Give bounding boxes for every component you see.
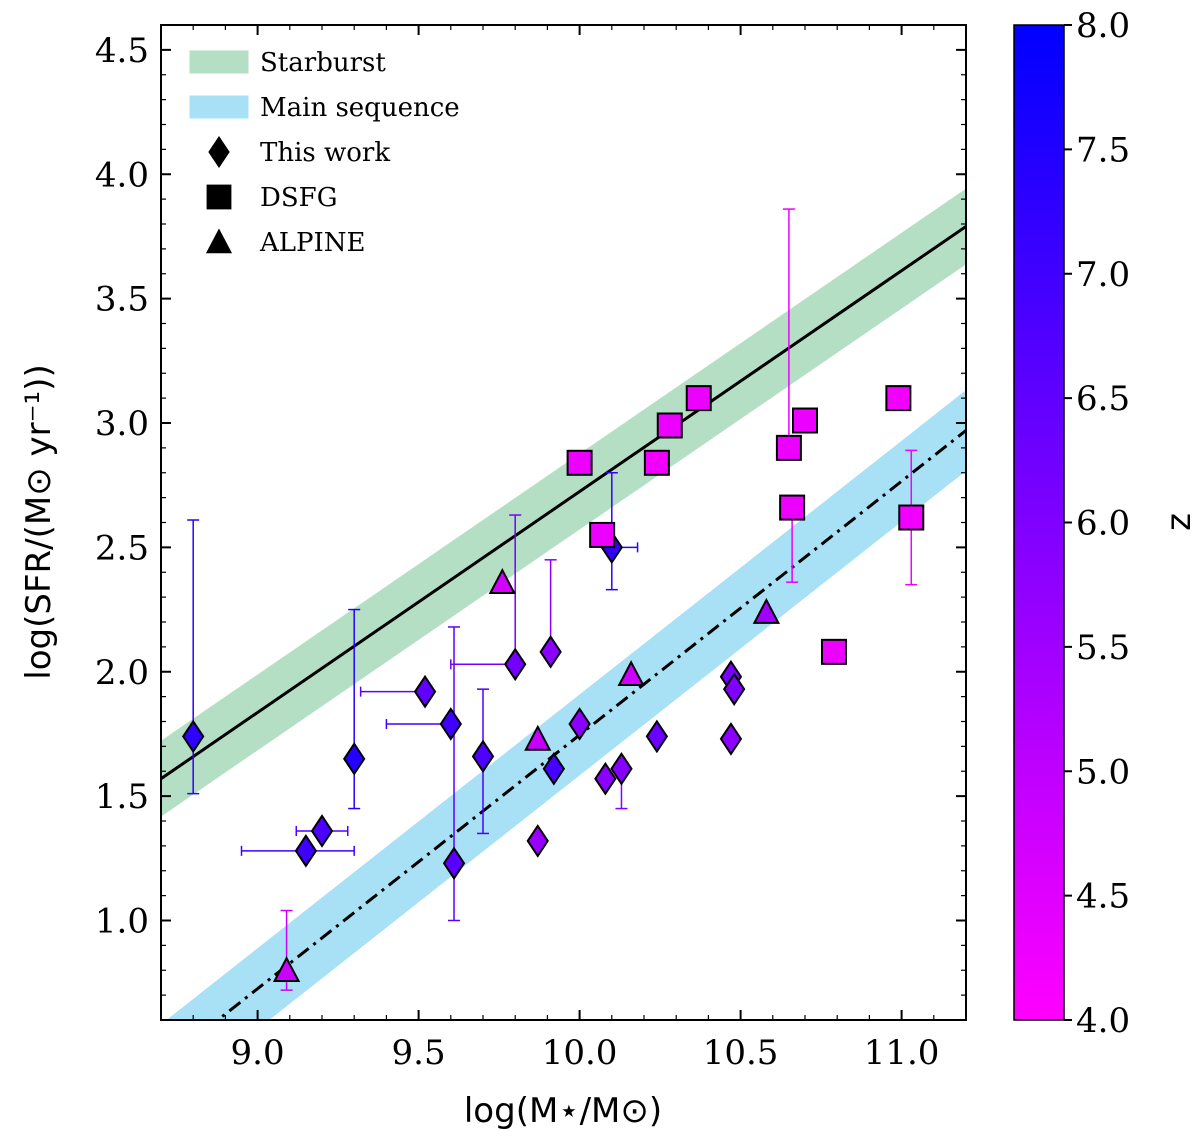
x-tick-label: 10.5 bbox=[703, 1033, 779, 1073]
y-axis-label: log(SFR/(M⊙ yr⁻¹)) bbox=[19, 364, 59, 679]
this-work-point bbox=[568, 707, 591, 741]
this-work-point bbox=[439, 707, 463, 741]
dsfg-point bbox=[775, 434, 802, 461]
alpine-point bbox=[272, 956, 301, 983]
y-tick-label: 3.5 bbox=[95, 280, 149, 320]
colorbar-tick-label: 7.5 bbox=[1076, 130, 1130, 170]
alpine-point bbox=[617, 660, 645, 687]
dsfg-point bbox=[589, 521, 616, 548]
fit-lines bbox=[161, 225, 966, 1020]
dsfg-point bbox=[685, 385, 712, 412]
legend-label-this-work: This work bbox=[260, 138, 390, 168]
this-work-point bbox=[594, 761, 617, 796]
y-tick-label: 2.5 bbox=[95, 528, 149, 568]
x-tick-label: 9.0 bbox=[231, 1033, 285, 1073]
x-axis-label: log(M⋆/M⊙) bbox=[464, 1091, 662, 1131]
dsfg-point bbox=[656, 412, 683, 439]
this-work-point bbox=[542, 751, 566, 786]
dsfg-point bbox=[779, 494, 806, 521]
y-tick-label: 3.0 bbox=[95, 404, 149, 444]
legend-marker-dsfg bbox=[206, 184, 232, 210]
fit-line-main-sequence bbox=[215, 429, 966, 1020]
colorbar-tick-label: 6.5 bbox=[1076, 379, 1130, 419]
colorbar: 4.0 4.5 5.0 5.5 6.0 6.5 7.0 7.5 8.0 z bbox=[1013, 6, 1199, 1041]
colorbar-tick-label: 5.5 bbox=[1076, 628, 1130, 668]
this-work-point bbox=[526, 824, 549, 858]
this-work-point bbox=[503, 647, 527, 682]
band-main-sequence bbox=[166, 390, 966, 1020]
dsfg-point bbox=[898, 504, 925, 531]
y-tick-label: 1.5 bbox=[95, 777, 149, 817]
legend-label-dsfg: DSFG bbox=[260, 183, 337, 213]
this-work-point bbox=[342, 742, 366, 776]
dsfg-point bbox=[792, 407, 818, 434]
legend: Starburst Main sequence This work DSFG ALPIN… bbox=[189, 48, 460, 258]
y-tick-label: 2.0 bbox=[95, 653, 149, 693]
dsfg-point bbox=[820, 638, 847, 665]
y-axis-ticks: 1.0 1.5 2.0 2.5 3.0 3.5 4.0 4.5 bbox=[95, 24, 966, 1021]
dsfg-point bbox=[643, 449, 670, 476]
colorbar-tick-label: 7.0 bbox=[1076, 255, 1130, 295]
y-tick-label: 4.5 bbox=[95, 31, 149, 71]
x-tick-label: 11.0 bbox=[864, 1033, 940, 1073]
legend-swatch-starburst bbox=[189, 50, 249, 74]
colorbar-tick-label: 4.5 bbox=[1076, 877, 1130, 917]
colorbar-tick-label: 8.0 bbox=[1076, 6, 1130, 46]
alpine-point bbox=[524, 724, 552, 751]
this-work-point bbox=[645, 719, 669, 754]
dsfg-point bbox=[885, 385, 912, 412]
legend-label-alpine: ALPINE bbox=[259, 228, 366, 258]
legend-label-main-sequence: Main sequence bbox=[260, 93, 460, 123]
this-work-point bbox=[442, 846, 466, 881]
colorbar-tick-label: 6.0 bbox=[1076, 504, 1130, 544]
this-work-point bbox=[722, 672, 746, 706]
this-work-point bbox=[719, 722, 743, 756]
this-work-point bbox=[539, 635, 562, 669]
colorbar-ticks: 4.0 4.5 5.0 5.5 6.0 6.5 7.0 7.5 8.0 bbox=[1064, 6, 1130, 1041]
y-tick-label: 1.0 bbox=[95, 902, 149, 942]
legend-marker-alpine bbox=[205, 228, 233, 254]
this-work-point bbox=[610, 751, 633, 786]
fit-line-starburst bbox=[161, 225, 966, 780]
colorbar-tick-label: 4.0 bbox=[1076, 1001, 1130, 1041]
legend-swatch-main-sequence bbox=[189, 95, 249, 119]
data-markers bbox=[181, 385, 925, 983]
x-tick-label: 10.0 bbox=[542, 1033, 618, 1073]
dsfg-point bbox=[566, 449, 593, 476]
legend-label-starburst: Starburst bbox=[260, 48, 386, 78]
this-work-point bbox=[181, 719, 205, 754]
colorbar-label: z bbox=[1159, 513, 1199, 531]
colorbar-tick-label: 5.0 bbox=[1076, 752, 1130, 792]
x-tick-label: 9.5 bbox=[392, 1033, 446, 1073]
this-work-point bbox=[310, 814, 334, 848]
this-work-point bbox=[471, 739, 495, 774]
alpine-point bbox=[488, 568, 516, 594]
alpine-point bbox=[752, 597, 781, 624]
this-work-point bbox=[294, 834, 318, 868]
colorbar-gradient bbox=[1013, 24, 1065, 1021]
this-work-point bbox=[413, 674, 437, 709]
legend-marker-this-work bbox=[208, 135, 230, 169]
x-axis-ticks: 9.0 9.5 10.0 10.5 11.0 bbox=[160, 25, 967, 1073]
y-tick-label: 4.0 bbox=[95, 155, 149, 195]
